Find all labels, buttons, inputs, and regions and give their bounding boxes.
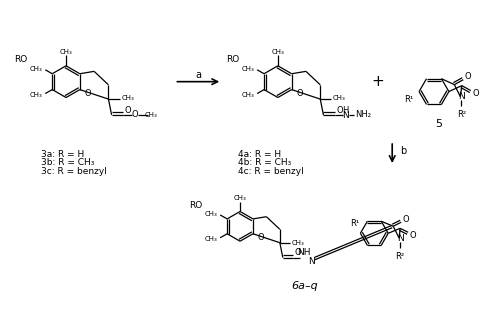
Text: 4b: R = CH₃: 4b: R = CH₃ [238,159,292,167]
Text: NH: NH [297,248,310,257]
Text: RO: RO [226,55,239,64]
Text: CH₃: CH₃ [204,236,217,242]
Text: O: O [294,248,301,257]
Text: H: H [342,105,348,115]
Text: 3a: R = H: 3a: R = H [41,150,84,159]
Text: O: O [132,110,138,120]
Text: N: N [308,257,314,266]
Text: RO: RO [189,201,202,210]
Text: CH₃: CH₃ [272,49,284,54]
Text: 4c: R = benzyl: 4c: R = benzyl [238,167,304,176]
Text: O: O [336,105,343,115]
Text: CH₃: CH₃ [121,95,134,101]
Text: O: O [410,231,416,240]
Text: CH₃: CH₃ [30,91,43,98]
Text: R²: R² [396,252,404,261]
Text: +: + [371,74,384,89]
Text: RO: RO [14,55,28,64]
Text: R¹: R¹ [350,219,359,228]
Text: O: O [297,89,304,98]
Text: CH₃: CH₃ [292,240,304,246]
Text: a: a [196,70,202,80]
Text: CH₃: CH₃ [242,66,254,72]
Text: CH₃: CH₃ [30,66,43,72]
Text: O: O [258,233,264,242]
Text: CH₃: CH₃ [333,95,345,101]
Text: O: O [403,215,409,224]
Text: 4a: R = H: 4a: R = H [238,150,281,159]
Text: CH₃: CH₃ [60,49,72,54]
Text: CH₃: CH₃ [234,195,246,201]
Text: 5: 5 [436,119,442,129]
Text: 3b: R = CH₃: 3b: R = CH₃ [41,159,94,167]
Text: N: N [397,234,404,243]
Text: N: N [342,112,349,121]
Text: b: b [400,146,406,156]
Text: R¹: R¹ [404,95,413,104]
Text: 3c: R = benzyl: 3c: R = benzyl [41,167,107,176]
Text: 6a–q: 6a–q [292,281,318,291]
Text: CH₃: CH₃ [242,91,254,98]
Text: O: O [85,89,91,98]
Text: CH₃: CH₃ [144,112,157,118]
Text: O: O [472,89,479,98]
Text: R²: R² [457,110,466,119]
Text: N: N [458,92,464,101]
Text: O: O [124,105,131,115]
Text: O: O [465,72,471,81]
Text: CH₃: CH₃ [204,211,217,217]
Text: NH₂: NH₂ [354,110,370,120]
